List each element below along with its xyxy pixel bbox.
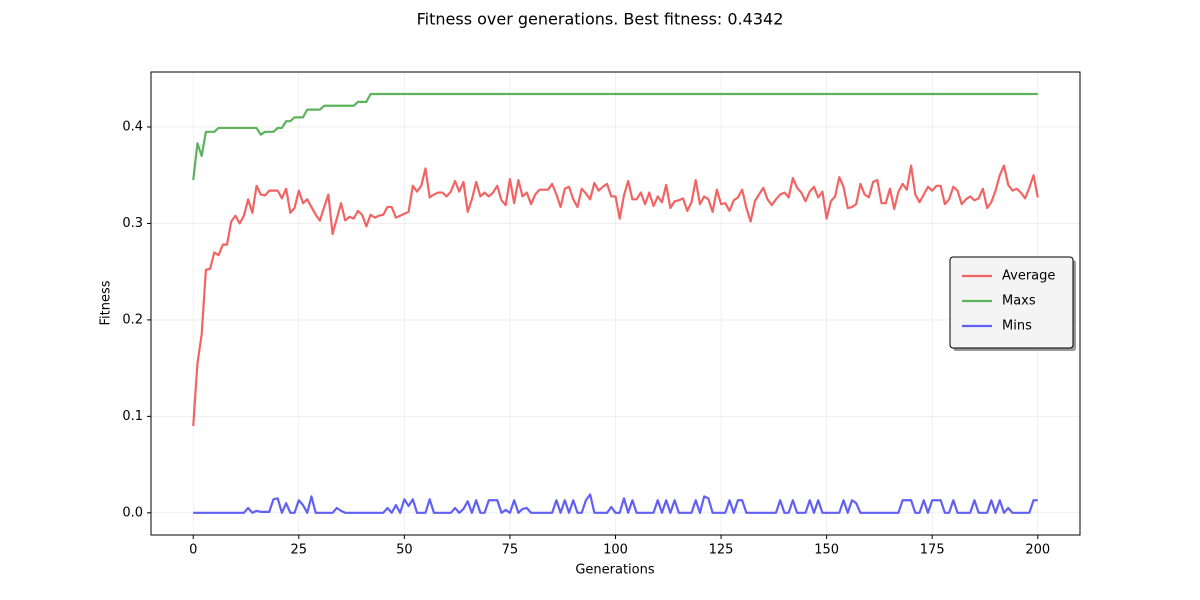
x-tick-label: 200 [1025, 543, 1050, 558]
x-tick-label: 175 [920, 543, 945, 558]
x-axis-label: Generations [575, 563, 655, 578]
y-tick-label: 0.4 [122, 119, 143, 134]
x-tick-label: 75 [502, 543, 519, 558]
y-tick-label: 0.1 [122, 409, 143, 424]
x-tick-label: 0 [189, 543, 197, 558]
axes: 0 25 50 75 100 125 150 175 200 0.0 0.1 0.2 0.3 0.4 [122, 119, 1050, 557]
plot-lines [192, 92, 1039, 514]
chart-title: Fitness over generations. Best fitness: … [417, 10, 784, 29]
series-line [192, 164, 1039, 427]
legend: Average Maxs Mins [949, 256, 1076, 351]
legend-label: Mins [1002, 319, 1032, 334]
x-tick-label: 50 [396, 543, 413, 558]
x-tick-label: 150 [814, 543, 839, 558]
x-tick-label: 100 [603, 543, 628, 558]
x-tick-label: 125 [709, 543, 734, 558]
x-tick-label: 25 [291, 543, 308, 558]
series-line [193, 493, 1038, 514]
legend-label: Average [1002, 269, 1055, 284]
series-line [192, 92, 1038, 181]
legend-label: Maxs [1002, 294, 1036, 309]
y-axis-label: Fitness [99, 280, 114, 325]
y-tick-label: 0.0 [122, 505, 143, 520]
y-tick-label: 0.3 [122, 216, 143, 231]
grid [151, 72, 1080, 535]
y-tick-label: 0.2 [122, 312, 143, 327]
